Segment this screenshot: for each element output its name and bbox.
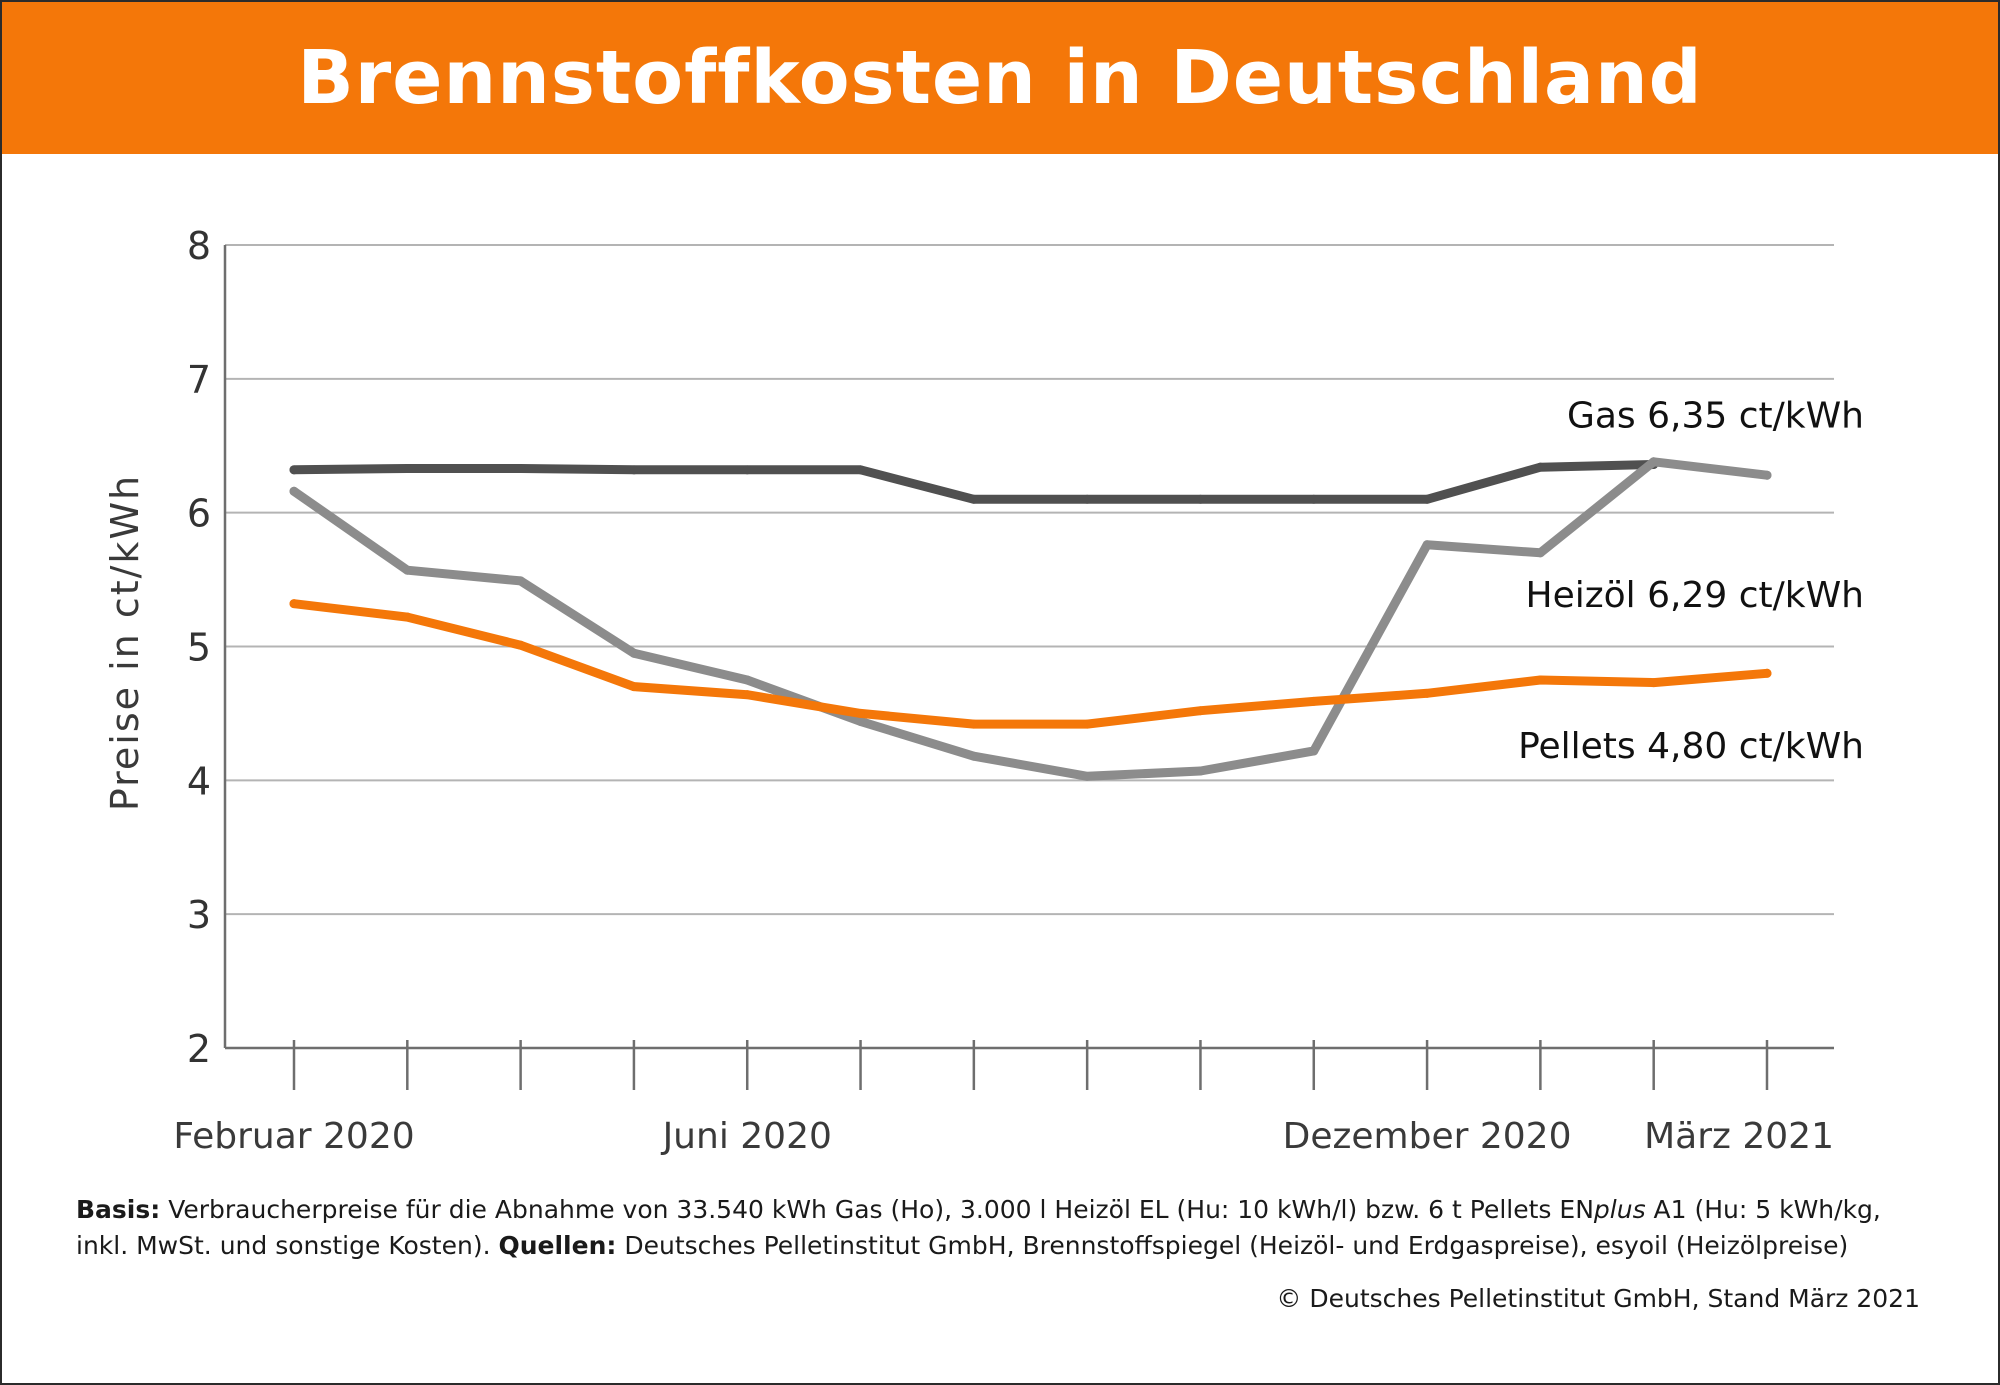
y-tick-label: 5: [187, 626, 211, 670]
x-tick-label: März 2021: [1644, 1116, 1834, 1157]
data-point-pellets: [1082, 719, 1092, 729]
series-label-pellets: Pellets 4,80 ct/kWh: [1518, 726, 1864, 767]
x-tick-label: Dezember 2020: [1283, 1116, 1572, 1157]
y-tick-label: 3: [187, 893, 211, 937]
y-tick-label: 4: [187, 759, 211, 803]
y-tick-label: 7: [187, 358, 211, 402]
data-point-pellets: [1422, 688, 1432, 698]
series-label-heizol: Heizöl 6,29 ct/kWh: [1526, 575, 1864, 616]
data-point-heizol: [1535, 548, 1545, 558]
y-axis-title: Preise in ct/kWh: [103, 474, 147, 811]
data-point-heizol: [1422, 540, 1432, 550]
y-tick-label: 8: [187, 224, 211, 268]
data-point-heizol: [1082, 771, 1092, 781]
x-tick-label: Juni 2020: [661, 1116, 832, 1157]
data-point-gas: [742, 465, 752, 475]
y-tick-label: 2: [187, 1027, 211, 1071]
data-point-heizol: [1195, 766, 1205, 776]
data-point-gas: [402, 464, 412, 474]
page-title: Brennstoffkosten in Deutschland: [297, 35, 1703, 121]
data-point-heizol: [1762, 470, 1772, 480]
data-point-gas: [629, 465, 639, 475]
data-point-pellets: [629, 682, 639, 692]
data-point-gas: [1535, 462, 1545, 472]
data-point-heizol: [969, 751, 979, 761]
data-point-heizol: [1309, 746, 1319, 756]
series-line-gas: [289, 460, 1659, 504]
sources-label: Quellen:: [498, 1231, 617, 1260]
data-point-pellets: [1309, 696, 1319, 706]
data-point-pellets: [289, 599, 299, 609]
data-point-heizol: [289, 486, 299, 496]
data-point-pellets: [1195, 706, 1205, 716]
data-point-gas: [856, 465, 866, 475]
footnote: Basis: Verbraucherpreise für die Abnahme…: [76, 1192, 1936, 1264]
data-point-pellets: [516, 640, 526, 650]
data-point-gas: [289, 465, 299, 475]
data-point-heizol: [402, 565, 412, 575]
x-tick-label: Februar 2020: [173, 1116, 414, 1157]
data-point-pellets: [1535, 675, 1545, 685]
data-point-pellets: [402, 612, 412, 622]
basis-text-2: A1 (Hu: 5 kWh/kg, inkl. MwSt. und sonsti…: [76, 1195, 1881, 1260]
y-tick-label: 6: [187, 492, 211, 536]
data-point-gas: [969, 494, 979, 504]
basis-text-1: Verbraucherpreise für die Abnahme von 33…: [160, 1195, 1594, 1224]
basis-label: Basis:: [76, 1195, 161, 1224]
data-point-pellets: [1649, 678, 1659, 688]
data-point-gas: [516, 464, 526, 474]
data-point-gas: [1422, 494, 1432, 504]
data-point-heizol: [856, 716, 866, 726]
series-label-gas: Gas 6,35 ct/kWh: [1567, 396, 1864, 437]
data-point-pellets: [856, 708, 866, 718]
sources-text: Deutsches Pelletinstitut GmbH, Brennstof…: [616, 1231, 1849, 1260]
copyright: © Deutsches Pelletinstitut GmbH, Stand M…: [1276, 1284, 1920, 1313]
data-point-pellets: [742, 690, 752, 700]
data-point-heizol: [516, 576, 526, 586]
data-point-gas: [1195, 494, 1205, 504]
data-point-gas: [1082, 494, 1092, 504]
data-point-gas: [1309, 494, 1319, 504]
basis-plus: plus: [1593, 1195, 1646, 1224]
data-point-heizol: [629, 648, 639, 658]
series-line-pellets: [289, 599, 1772, 729]
data-point-heizol: [742, 675, 752, 685]
title-banner: Brennstoffkosten in Deutschland: [2, 2, 1998, 154]
data-point-pellets: [969, 719, 979, 729]
data-point-pellets: [1762, 668, 1772, 678]
series-line-heizol: [289, 457, 1772, 781]
data-point-heizol: [1649, 457, 1659, 467]
